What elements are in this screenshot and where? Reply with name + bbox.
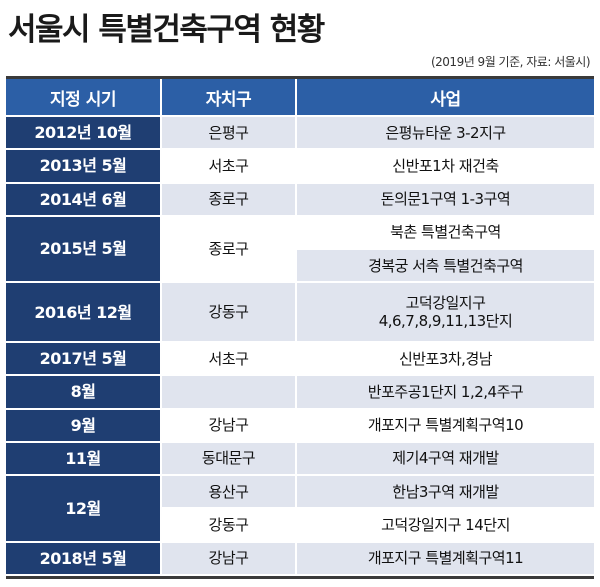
period-cell: 8월 <box>6 375 161 410</box>
period-cell: 2017년 5월 <box>6 341 161 377</box>
table-row: 2012년 10월 은평구 은평뉴타운 3-2지구 <box>6 116 594 151</box>
district-cell: 은평구 <box>160 116 296 151</box>
top-rule <box>6 76 594 79</box>
project-cell: 신반포3차,경남 <box>295 341 594 377</box>
table-row: 경복궁 서측 특별건축구역 <box>6 249 594 284</box>
project-cell: 고덕강일지구 4,6,7,8,9,11,13단지 <box>295 282 594 343</box>
district-cell: 강동구 <box>160 282 296 343</box>
table-row: 2017년 5월 서초구 신반포3차,경남 <box>6 341 594 377</box>
period-cell: 12월 <box>6 475 161 543</box>
district-cell: 종로구 <box>160 215 296 284</box>
project-cell: 개포지구 특별계획구역10 <box>295 408 594 443</box>
district-cell <box>160 375 296 410</box>
period-cell: 2016년 12월 <box>6 282 161 343</box>
district-cell: 종로구 <box>160 182 296 217</box>
table-row: 2013년 5월 서초구 신반포1차 재건축 <box>6 149 594 184</box>
project-cell: 경복궁 서측 특별건축구역 <box>295 249 594 284</box>
period-cell: 2012년 10월 <box>6 116 161 151</box>
project-cell: 한남3구역 재개발 <box>295 475 594 510</box>
district-cell: 서초구 <box>160 149 296 184</box>
table-row: 12월 용산구 한남3구역 재개발 <box>6 475 594 543</box>
header-row: 지정 시기 자치구 사업 <box>6 79 594 117</box>
project-line: 4,6,7,8,9,11,13단지 <box>378 312 513 331</box>
header-district: 자치구 <box>160 79 296 117</box>
period-cell: 9월 <box>6 408 161 443</box>
period-cell: 2014년 6월 <box>6 182 161 217</box>
project-cell: 돈의문1구역 1-3구역 <box>295 182 594 217</box>
district-cell: 동대문구 <box>160 441 296 477</box>
period-cell: 2018년 5월 <box>6 541 161 577</box>
zones-table: 지정 시기 자치구 사업 2012년 10월 은평구 은평뉴타운 3-2지구 2… <box>6 79 594 577</box>
table-row: 2016년 12월 강동구 고덕강일지구 4,6,7,8,9,11,13단지 <box>6 282 594 343</box>
table-row: 강동구 고덕강일지구 14단지 <box>6 508 594 543</box>
project-cell: 개포지구 특별계획구역11 <box>295 541 594 577</box>
project-cell: 반포주공1단지 1,2,4주구 <box>295 375 594 410</box>
project-cell: 제기4구역 재개발 <box>295 441 594 477</box>
table-row: 11월 동대문구 제기4구역 재개발 <box>6 441 594 477</box>
period-cell: 11월 <box>6 441 161 477</box>
bottom-rule <box>6 576 594 579</box>
district-cell: 강동구 <box>160 508 296 543</box>
district-cell: 강남구 <box>160 541 296 577</box>
district-cell: 서초구 <box>160 341 296 377</box>
table-row: 2018년 5월 강남구 개포지구 특별계획구역11 <box>6 541 594 577</box>
period-cell: 2015년 5월 <box>6 215 161 284</box>
project-line: 고덕강일지구 <box>405 294 486 313</box>
header-period: 지정 시기 <box>6 79 161 117</box>
district-cell: 용산구 <box>160 475 296 510</box>
table-row: 2014년 6월 종로구 돈의문1구역 1-3구역 <box>6 182 594 217</box>
table-row: 8월 반포주공1단지 1,2,4주구 <box>6 375 594 410</box>
page-title: 서울시 특별건축구역 현황 <box>8 12 325 48</box>
project-cell: 신반포1차 재건축 <box>295 149 594 184</box>
project-cell: 북촌 특별건축구역 <box>295 215 594 251</box>
district-cell: 강남구 <box>160 408 296 443</box>
period-cell: 2013년 5월 <box>6 149 161 184</box>
source-note: (2019년 9월 기준, 자료: 서울시) <box>430 55 591 69</box>
project-cell: 고덕강일지구 14단지 <box>295 508 594 543</box>
table-row: 9월 강남구 개포지구 특별계획구역10 <box>6 408 594 443</box>
header-project: 사업 <box>295 79 594 117</box>
table-row: 2015년 5월 종로구 북촌 특별건축구역 <box>6 215 594 284</box>
project-cell: 은평뉴타운 3-2지구 <box>295 116 594 151</box>
